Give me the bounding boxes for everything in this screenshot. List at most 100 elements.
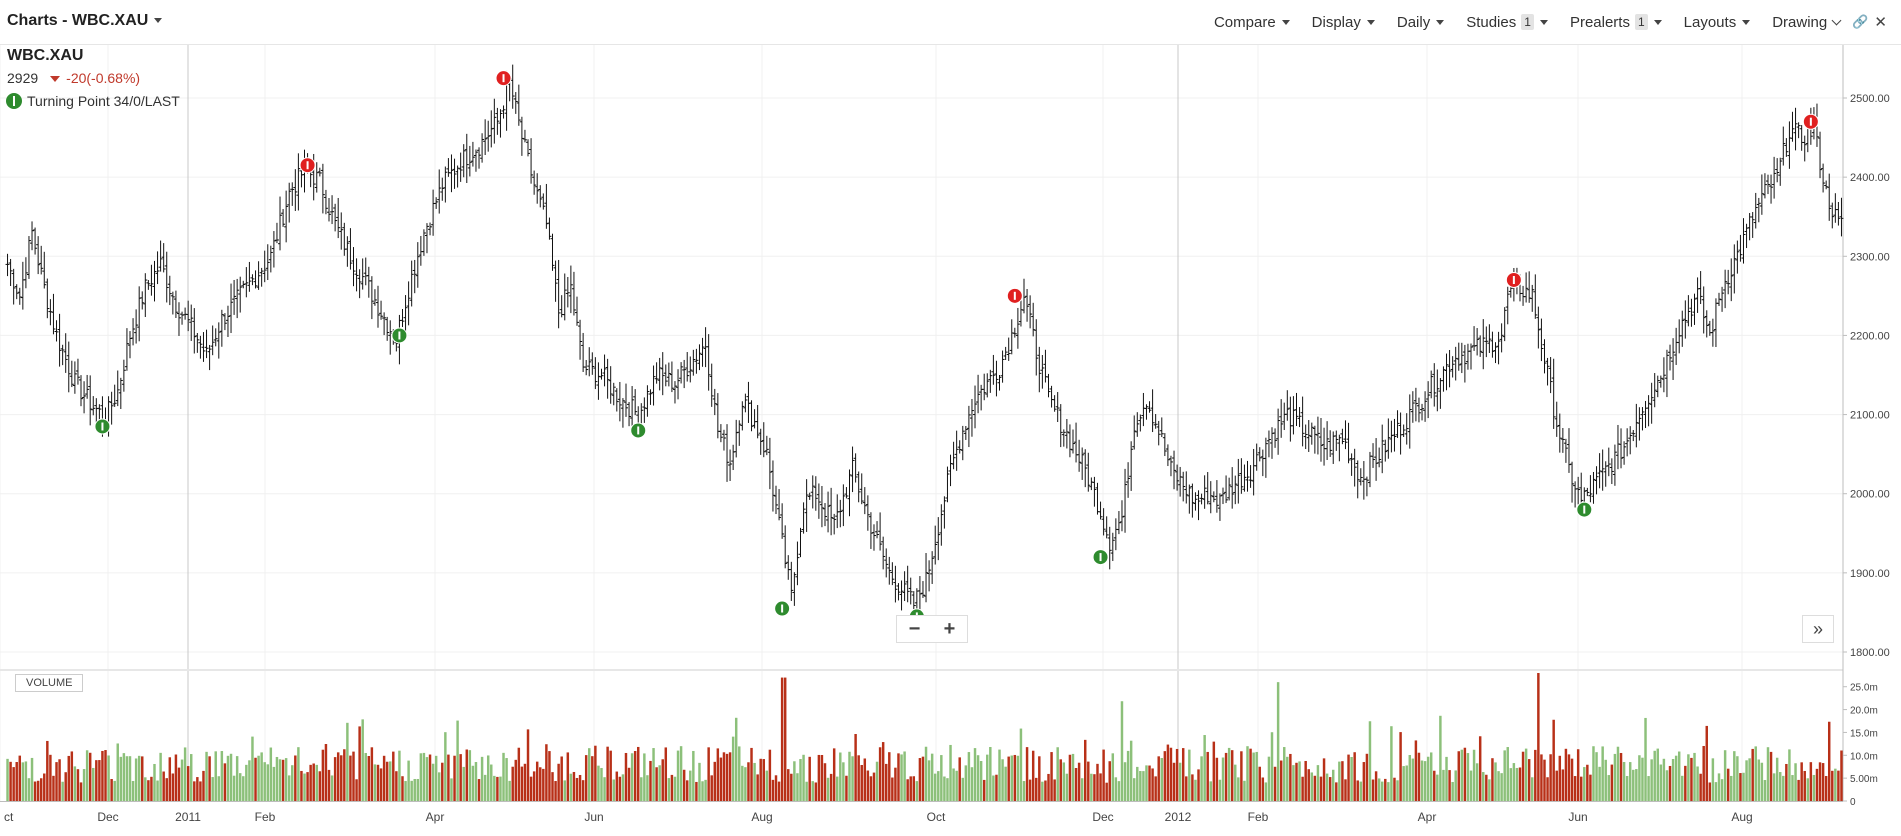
volume-bar xyxy=(1653,750,1656,801)
ohlc-bar xyxy=(1713,298,1718,347)
volume-bar xyxy=(318,771,322,801)
menu-prealerts[interactable]: Prealerts 1 xyxy=(1570,14,1662,31)
ohlc-bar xyxy=(1664,349,1669,398)
zoom-in-button[interactable]: + xyxy=(943,617,956,640)
volume-bar xyxy=(1047,773,1050,801)
ohlc-bar xyxy=(210,325,215,356)
volume-bar xyxy=(447,754,450,801)
menu-layouts[interactable]: Layouts xyxy=(1684,14,1751,31)
volume-bar xyxy=(958,757,961,801)
ohlc-bar xyxy=(1273,428,1278,448)
volume-bar xyxy=(1022,781,1026,801)
ohlc-bar xyxy=(532,170,537,195)
ohlc-bar xyxy=(1765,174,1770,195)
volume-bar xyxy=(1191,774,1194,801)
ohlc-bar xyxy=(418,235,423,266)
volume-bar xyxy=(986,754,989,801)
volume-bar xyxy=(1567,754,1571,801)
chart-title-dropdown[interactable]: Charts - WBC.XAU xyxy=(7,12,163,30)
ohlc-bar xyxy=(749,400,754,432)
zoom-out-button[interactable]: − xyxy=(908,617,921,640)
ohlc-bar xyxy=(608,366,613,404)
volume-bar xyxy=(1234,764,1237,801)
volume-bar xyxy=(248,760,251,801)
price-volume-chart[interactable]: 2500.00 2400.00 2300.00 2200.00 2100.00 2000.… xyxy=(0,45,1901,831)
menu-drawing[interactable]: Drawing xyxy=(1772,14,1842,31)
volume-bar xyxy=(1102,749,1105,801)
ohlc-bar xyxy=(734,419,739,458)
ohlc-bar xyxy=(611,382,616,406)
sell-signal-marker xyxy=(1802,113,1819,130)
ohlc-bar xyxy=(513,92,518,114)
ohlc-bar xyxy=(627,401,632,427)
ohlc-bar xyxy=(1469,343,1474,370)
menu-display[interactable]: Display xyxy=(1312,14,1375,31)
ohlc-bar xyxy=(948,454,953,487)
volume-bar xyxy=(1292,765,1295,801)
volume-bar xyxy=(762,759,765,801)
menu-compare[interactable]: Compare xyxy=(1214,14,1290,31)
ohlc-bar xyxy=(786,555,791,580)
close-icon[interactable]: ✕ xyxy=(1874,14,1887,31)
link-icon[interactable]: 🔗 xyxy=(1852,14,1869,29)
volume-bar xyxy=(817,754,821,801)
ohlc-bar xyxy=(740,401,745,431)
ohlc-bar xyxy=(1343,420,1348,450)
volume-bar xyxy=(416,778,420,801)
ohlc-bar xyxy=(529,138,534,184)
quote-line: 2929 -20(-0.68%) xyxy=(7,70,140,86)
volume-bar xyxy=(514,759,517,801)
volume-bar xyxy=(973,748,977,801)
volume-bar xyxy=(964,765,968,801)
ohlc-bar xyxy=(1254,443,1259,471)
ohlc-bar xyxy=(1634,403,1639,448)
x-tick-label: 2012 xyxy=(1165,810,1192,824)
volume-bar xyxy=(584,755,588,801)
volume-bar xyxy=(563,780,566,801)
ohlc-bar xyxy=(1312,425,1317,454)
ohlc-bar xyxy=(669,361,674,393)
ohlc-bar xyxy=(1769,174,1774,204)
volume-bar xyxy=(1613,753,1617,801)
volume-bar xyxy=(1405,765,1408,801)
ohlc-bar xyxy=(1640,407,1645,431)
volume-bar xyxy=(24,761,28,801)
volume-bar xyxy=(927,760,931,801)
volume-bar xyxy=(640,777,643,801)
volume-bar xyxy=(649,760,652,801)
ohlc-bar xyxy=(1138,414,1143,432)
ohlc-bar xyxy=(1052,395,1057,412)
volume-bar xyxy=(753,762,756,801)
volume-bar xyxy=(1782,775,1785,801)
study-legend[interactable]: Turning Point 34/0/LAST xyxy=(6,93,180,109)
volume-bar xyxy=(76,769,80,801)
volume-bar xyxy=(263,762,266,801)
volume-bar xyxy=(144,777,147,801)
ohlc-bar xyxy=(1524,272,1529,303)
volume-bar xyxy=(238,773,242,801)
volume-bar xyxy=(823,763,827,801)
volume-bar xyxy=(214,751,217,801)
volume-bar xyxy=(900,754,903,801)
volume-bar xyxy=(1512,763,1516,801)
expand-button[interactable]: » xyxy=(1802,615,1834,643)
volume-bar xyxy=(1114,777,1118,801)
ohlc-bar xyxy=(777,489,782,521)
chart-area[interactable]: 2500.00 2400.00 2300.00 2200.00 2100.00 2000.… xyxy=(0,45,1901,831)
menu-daily[interactable]: Daily xyxy=(1397,14,1445,31)
ohlc-bar xyxy=(1107,526,1112,570)
menu-studies[interactable]: Studies 1 xyxy=(1466,14,1548,31)
volume-bar xyxy=(367,755,371,801)
ohlc-bar xyxy=(1113,518,1118,551)
ohlc-bar xyxy=(1031,302,1036,337)
ohlc-bar xyxy=(691,349,696,376)
ohlc-bar xyxy=(262,250,267,283)
ohlc-bar xyxy=(841,484,846,527)
volume-bar xyxy=(468,750,472,801)
ohlc-bar xyxy=(1401,424,1406,437)
ohlc-bar xyxy=(676,369,681,400)
volume-bar xyxy=(1325,773,1329,801)
ohlc-bar xyxy=(375,285,380,328)
volume-bar xyxy=(731,736,735,801)
volume-bar xyxy=(1105,782,1108,801)
